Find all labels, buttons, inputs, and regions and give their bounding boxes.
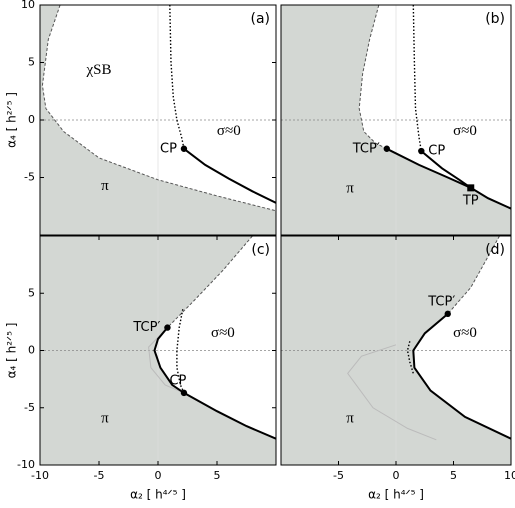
y-tick-label: -5: [24, 401, 35, 414]
plot-area: [40, 5, 276, 235]
x-tick-label: -5: [333, 469, 344, 482]
phase-boundary: [420, 150, 472, 189]
panel-label: (b): [485, 11, 505, 27]
x-tick-label: 10: [504, 469, 515, 482]
y-tick-label: 5: [28, 286, 35, 299]
point-label: CP: [428, 144, 445, 159]
x-tick-label: 5: [450, 469, 457, 482]
phase-label: σ≈0: [217, 123, 241, 139]
x-tick-label: -10: [31, 469, 49, 482]
y-tick-label: -5: [24, 171, 35, 184]
phase-boundary: [412, 5, 422, 152]
point-marker: [383, 145, 390, 152]
phase-region: [154, 236, 276, 439]
point-marker: [180, 145, 188, 152]
y-axis-label: α₄ [ h²ᐟ⁵ ]: [5, 92, 19, 148]
point-marker: [467, 184, 475, 192]
point-marker: [180, 389, 188, 397]
phase-region: [42, 5, 276, 211]
panel-label: (a): [250, 11, 270, 27]
phase-label: π: [101, 178, 109, 194]
phase-boundary: [176, 309, 185, 394]
phase-label: π: [346, 180, 354, 196]
x-tick-label: 5: [214, 469, 221, 482]
plot-area: [281, 5, 511, 235]
point-label: TCP′: [132, 320, 160, 335]
phase-region: [359, 5, 511, 209]
point-label: TCP′: [352, 141, 380, 156]
phase-label: χSB: [85, 62, 111, 78]
phase-boundary: [358, 5, 388, 150]
point-label: TCP′: [427, 294, 455, 309]
point-label: TP: [462, 193, 479, 208]
phase-boundary: [41, 5, 276, 212]
y-tick-label: 5: [28, 56, 35, 69]
panel: -5 0 5 10 CP χSB σ≈0 π (a) α₄ [ h²ᐟ⁵ ]: [5, 0, 277, 236]
x-axis-label: α₂ [ h⁴ᐟ⁵ ]: [130, 488, 186, 502]
phase-boundary: [386, 147, 511, 210]
frame: [280, 4, 512, 236]
panel: -10 -5 0 5 -10 -5 0 5 TCP′ CP σ≈0 π (c) α₄ [ h²ᐟ⁵ ] α₂…: [5, 235, 277, 502]
point-marker: [164, 324, 171, 331]
y-tick-label: 0: [28, 344, 35, 357]
x-tick-label: 0: [155, 469, 162, 482]
phase-label: π: [346, 411, 354, 427]
phase-label: π: [101, 411, 109, 427]
point-label: CP: [160, 141, 177, 156]
x-tick-label: 0: [393, 469, 400, 482]
phase-label: σ≈0: [453, 325, 477, 341]
x-tick-label: -5: [94, 469, 105, 482]
y-tick-label: -10: [17, 458, 35, 471]
phase-boundary: [347, 344, 437, 441]
y-tick-label: 0: [28, 113, 35, 126]
phase-boundary: [412, 313, 511, 440]
phase-region: [413, 236, 511, 439]
x-axis-label: α₂ [ h⁴ᐟ⁵ ]: [368, 488, 424, 502]
plot-area: [281, 236, 511, 465]
phase-boundary: [406, 341, 414, 374]
phase-label: σ≈0: [453, 123, 477, 139]
point-label: CP: [169, 373, 186, 388]
phase-boundary: [447, 236, 500, 315]
phase-boundary: [153, 326, 276, 440]
panel-label: (c): [251, 242, 270, 258]
y-tick-label: 10: [21, 0, 35, 11]
point-marker: [444, 310, 451, 318]
panel-label: (d): [485, 242, 505, 258]
plot-area: [40, 236, 276, 465]
panel: TCP′ CP TP σ≈0 π (b): [280, 4, 512, 236]
phase-boundary: [183, 148, 276, 204]
phase-boundary: [167, 236, 253, 328]
phase-label: σ≈0: [211, 325, 235, 341]
y-axis-label: α₄ [ h²ᐟ⁵ ]: [5, 323, 19, 379]
phase-boundary: [148, 327, 185, 394]
panel: -5 0 5 10 TCP′ σ≈0 π (d) α₂ [ h⁴ᐟ⁵ ]: [280, 235, 515, 502]
point-marker: [418, 147, 425, 155]
